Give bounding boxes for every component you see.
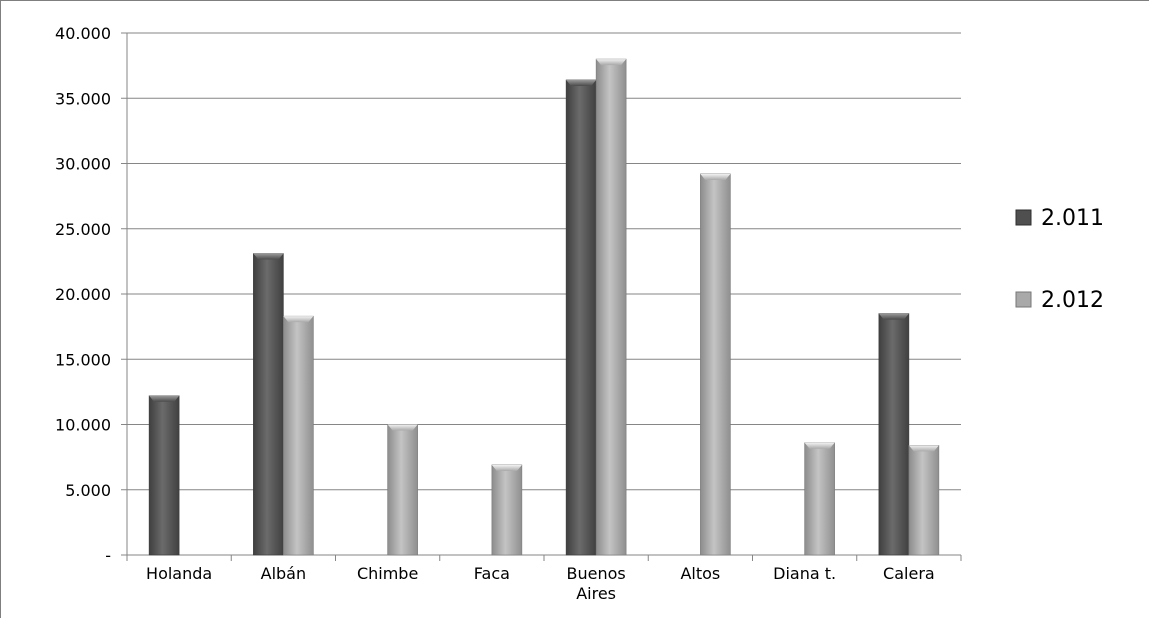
x-tick-label: Diana t. bbox=[773, 564, 836, 583]
bar-2012-1 bbox=[283, 315, 314, 556]
legend-label-2012: 2.012 bbox=[1041, 288, 1104, 313]
x-tick-label: Calera bbox=[883, 564, 935, 583]
bar-2012-3 bbox=[491, 464, 523, 556]
y-tick-label: 20.000 bbox=[55, 285, 111, 304]
y-axis-tick-labels: - 5.000 10.000 15.000 20.000 25.000 30.000 35.0… bbox=[55, 24, 111, 565]
bar-cap bbox=[491, 464, 522, 471]
bars bbox=[148, 58, 940, 556]
bar-2011-1 bbox=[253, 253, 284, 556]
bar-cap bbox=[253, 253, 284, 260]
bar-2011-0 bbox=[148, 395, 180, 556]
bar-cap bbox=[908, 445, 939, 452]
x-tick-label: Aires bbox=[576, 584, 616, 603]
bar-cap bbox=[149, 395, 180, 402]
legend-swatch-2012 bbox=[1015, 291, 1032, 308]
bar-cap bbox=[566, 79, 597, 86]
y-tick-label: 15.000 bbox=[55, 350, 111, 369]
bar-2012-5 bbox=[700, 173, 731, 556]
legend-swatch-2011 bbox=[1015, 209, 1032, 226]
y-tick-label: 10.000 bbox=[55, 416, 111, 435]
bar-2012-6 bbox=[804, 442, 835, 556]
x-tick-label: Faca bbox=[474, 564, 510, 583]
bar-2012-4 bbox=[595, 58, 627, 556]
y-tick-label: - bbox=[105, 546, 111, 565]
x-tick-label: Chimbe bbox=[357, 564, 418, 583]
x-tick-label: Holanda bbox=[146, 564, 212, 583]
bar-cap bbox=[878, 313, 909, 320]
x-tick-label: Buenos bbox=[567, 564, 626, 583]
bar-cap bbox=[387, 424, 418, 431]
bar-cap bbox=[700, 173, 731, 180]
gridlines bbox=[127, 32, 961, 491]
bar-2011-7 bbox=[878, 313, 910, 556]
y-tick-label: 35.000 bbox=[55, 89, 111, 108]
x-tick-label: Altos bbox=[680, 564, 720, 583]
bar-cap bbox=[804, 442, 835, 449]
y-tick-label: 5.000 bbox=[65, 481, 111, 500]
bar-cap bbox=[596, 59, 627, 66]
bar-2012-7 bbox=[908, 445, 940, 556]
x-tick-label: Albán bbox=[261, 564, 307, 583]
axes bbox=[121, 32, 962, 561]
y-tick-label: 25.000 bbox=[55, 220, 111, 239]
legend-label-2011: 2.011 bbox=[1041, 206, 1104, 231]
y-tick-label: 30.000 bbox=[55, 155, 111, 174]
bar-2011-4 bbox=[565, 79, 597, 556]
bar-2012-2 bbox=[387, 424, 418, 556]
legend: 2.011 2.012 bbox=[1015, 206, 1104, 313]
bar-cap bbox=[283, 316, 314, 323]
y-tick-label: 40.000 bbox=[55, 24, 111, 43]
